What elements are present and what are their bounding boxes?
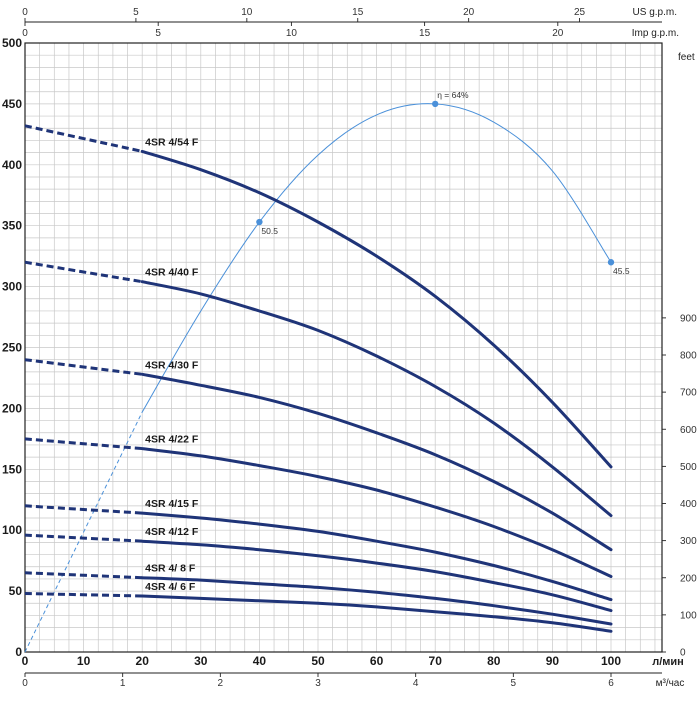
x-tick-label: 50 (311, 654, 325, 668)
efficiency-marker (256, 218, 263, 226)
x-tick-label: 20 (136, 654, 150, 668)
series-label: 4SR 4/15 F (145, 498, 199, 510)
efficiency-marker-label: 45.5 (613, 266, 630, 276)
pump-curve-solid-segment (140, 576, 613, 626)
imp-tick-label: 20 (552, 28, 564, 39)
us-axis-unit: US g.p.m. (633, 7, 677, 18)
y-tick-label: 400 (2, 158, 22, 172)
pump-curve-dashed-segment (24, 592, 143, 598)
series-label: 4SR 4/40 F (145, 267, 199, 279)
m3h-tick-label: 2 (218, 678, 224, 689)
feet-tick-label: 600 (680, 425, 697, 436)
imp-axis-unit: Imp g.p.m. (632, 28, 679, 39)
x-tick-label: 90 (546, 654, 560, 668)
efficiency-curve-solid-segment (141, 103, 612, 413)
pump-curve-dashed-segment (24, 533, 143, 543)
pump-curve-dashed-segment (24, 504, 143, 515)
x-tick-label: 0 (22, 654, 29, 668)
imp-tick-label: 0 (22, 28, 28, 39)
x-tick-label: 60 (370, 654, 384, 668)
feet-tick-label: 800 (680, 351, 697, 362)
grid-layer (24, 42, 662, 653)
pump-curve-solid-segment (140, 280, 613, 518)
y-tick-label: 100 (2, 523, 22, 537)
feet-tick-label: 500 (680, 462, 697, 473)
x-tick-label: 100 (601, 654, 621, 668)
feet-tick-label: 900 (680, 313, 697, 324)
y-tick-label: 50 (9, 584, 23, 598)
x-tick-label: 80 (487, 654, 501, 668)
label-layer: 50.5 η = 64% 45.5 4SR 4/54 F 4SR 4/40 F 4SR 4… (145, 90, 630, 593)
m3h-tick-label: 6 (608, 678, 614, 689)
pump-curve-dashed-segment (24, 437, 143, 451)
efficiency-curve-dashed-segment (24, 411, 143, 653)
efficiency-marker (432, 100, 439, 108)
x-tick-label: 10 (77, 654, 91, 668)
y-tick-label: 200 (2, 401, 22, 415)
y-tick-label: 150 (2, 462, 22, 476)
pump-curve-dashed-segment (24, 358, 143, 376)
m3h-tick-label: 1 (120, 678, 126, 689)
us-tick-label: 20 (463, 7, 475, 18)
m3h-tick-label: 0 (22, 678, 28, 689)
us-tick-label: 15 (352, 7, 364, 18)
us-tick-label: 25 (574, 7, 586, 18)
series-layer (24, 124, 613, 633)
efficiency-layer (24, 100, 615, 653)
feet-tick-label: 400 (680, 499, 697, 510)
pump-curve-solid-segment (140, 539, 613, 613)
efficiency-marker (607, 259, 615, 266)
pump-curve-solid-segment (140, 372, 613, 552)
pump-curve-solid-segment (140, 511, 613, 602)
m3h-tick-label: 5 (511, 678, 517, 689)
pump-curve-solid-segment (140, 149, 613, 469)
y-tick-label: 450 (2, 97, 22, 111)
us-tick-label: 0 (22, 7, 28, 18)
y-tick-label: 300 (2, 280, 22, 294)
m3h-tick-label: 3 (315, 678, 321, 689)
pump-curve-solid-segment (140, 594, 613, 633)
feet-tick-label: 700 (680, 388, 697, 399)
plot-frame (24, 42, 663, 653)
y-tick-label: 0 (15, 645, 22, 659)
pump-curve-dashed-segment (24, 260, 143, 284)
y-tick-label: 350 (2, 219, 22, 233)
pump-curve-dashed-segment (24, 124, 143, 153)
x-tick-label: 30 (194, 654, 208, 668)
y-tick-label: 250 (2, 341, 22, 355)
x-tick-label: 70 (429, 654, 443, 668)
us-tick-label: 5 (133, 7, 139, 18)
feet-tick-label: 300 (680, 536, 697, 547)
pump-curve-dashed-segment (24, 571, 143, 580)
y-tick-label: 500 (2, 36, 22, 50)
feet-axis-unit: feet (678, 52, 695, 63)
efficiency-marker-label: 50.5 (261, 226, 278, 236)
x-tick-label: 40 (253, 654, 267, 668)
feet-tick-label: 200 (680, 573, 697, 584)
m3h-tick-label: 4 (413, 678, 419, 689)
series-label: 4SR 4/22 F (145, 434, 199, 446)
imp-tick-label: 5 (155, 28, 161, 39)
series-label: 4SR 4/ 6 F (145, 581, 196, 593)
feet-tick-label: 0 (680, 648, 686, 659)
imp-tick-label: 10 (286, 28, 298, 39)
feet-tick-label: 100 (680, 610, 697, 621)
m3h-axis-unit: м³/час (656, 678, 685, 689)
x-axis-unit: л/мин (652, 656, 684, 668)
series-label: 4SR 4/ 8 F (145, 563, 196, 575)
efficiency-marker-label: η = 64% (437, 90, 469, 100)
series-label: 4SR 4/12 F (145, 526, 199, 538)
series-label: 4SR 4/54 F (145, 136, 199, 148)
series-label: 4SR 4/30 F (145, 359, 199, 371)
pump-curve-solid-segment (140, 447, 613, 578)
imp-tick-label: 15 (419, 28, 431, 39)
us-tick-label: 10 (241, 7, 253, 18)
